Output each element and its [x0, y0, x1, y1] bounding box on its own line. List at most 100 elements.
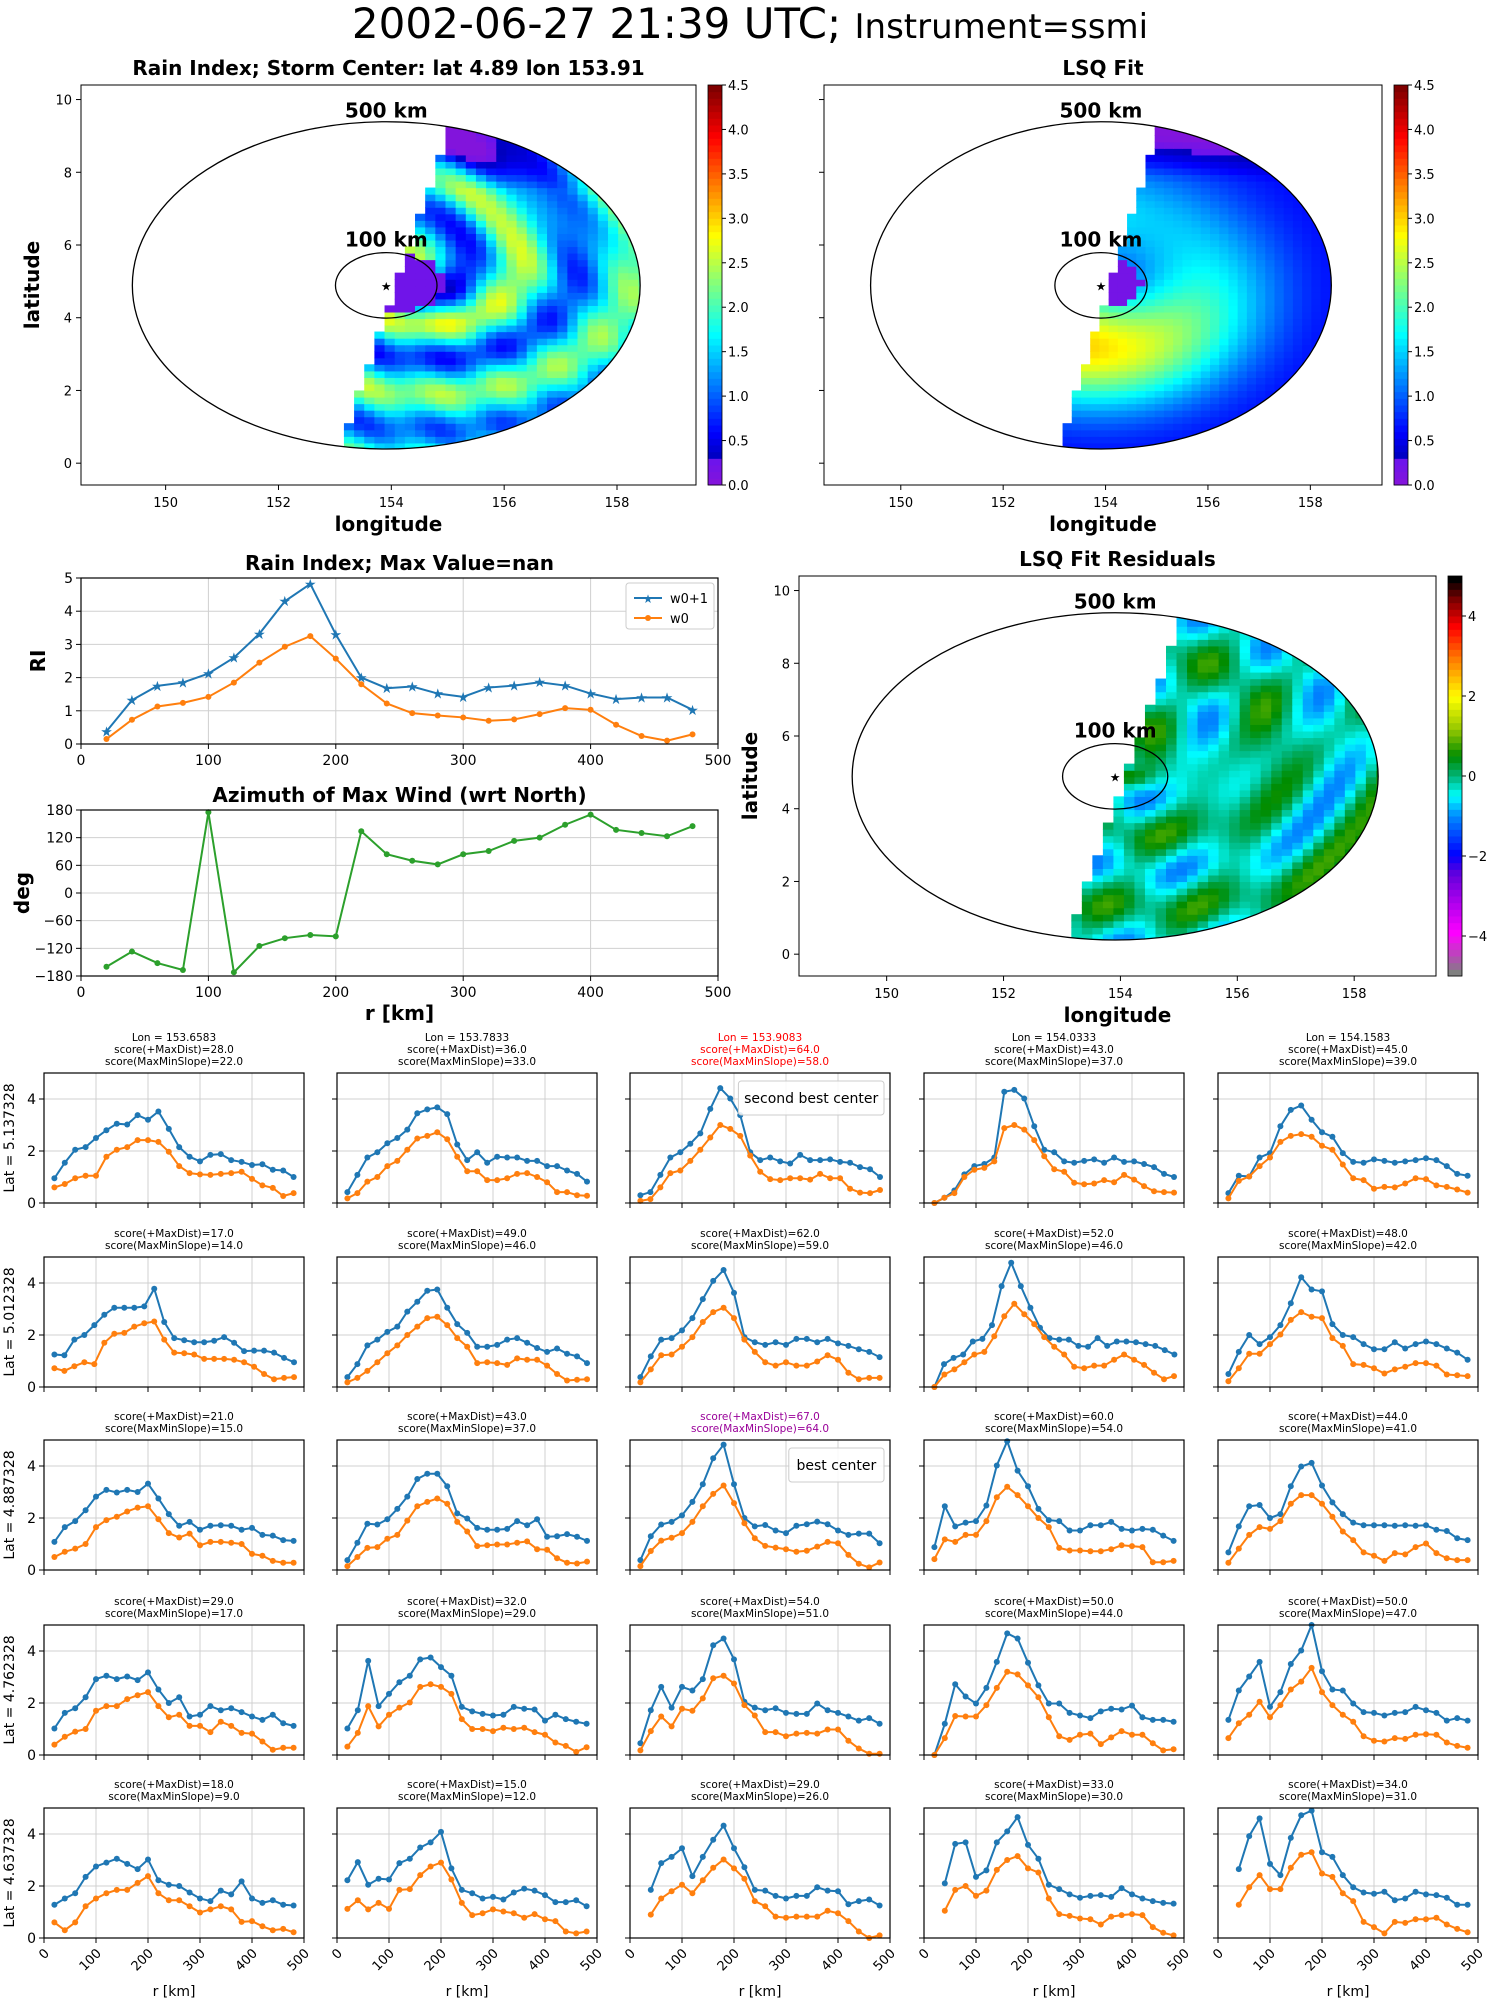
swath-pixel — [1209, 141, 1220, 149]
swath-pixel — [1344, 763, 1356, 771]
swath-pixel — [1136, 344, 1147, 352]
colorbar-segment — [708, 305, 722, 313]
swath-pixel — [1208, 881, 1220, 889]
colorbar-segment — [708, 391, 722, 399]
swath-pixel — [1163, 259, 1174, 267]
swath-pixel — [1163, 266, 1174, 274]
swath-pixel — [1344, 802, 1356, 811]
swath-pixel — [1182, 390, 1193, 398]
swath-pixel — [1173, 141, 1183, 149]
swath-pixel — [1271, 868, 1283, 876]
swath-pixel — [415, 397, 426, 405]
swath-pixel — [536, 292, 548, 300]
swath-pixel — [587, 220, 599, 228]
w0-point — [1171, 1189, 1178, 1196]
swath-pixel — [1334, 724, 1346, 732]
w0p1-point — [1454, 1170, 1461, 1177]
w0p1-point — [1308, 1116, 1315, 1123]
ring-label-100km: 100 km — [345, 228, 428, 252]
swath-pixel — [404, 416, 416, 424]
swath-pixel — [1127, 226, 1137, 234]
colorbar-segment — [1394, 331, 1408, 339]
swath-pixel — [618, 311, 629, 320]
swath-pixel — [425, 187, 436, 195]
colorbar-segment — [1448, 889, 1462, 897]
swath-pixel — [475, 351, 487, 359]
w0p1-point — [544, 1163, 551, 1170]
swath-pixel — [1260, 665, 1272, 673]
colorbar-segment — [1448, 702, 1462, 710]
swath-pixel — [526, 298, 538, 306]
swath-pixel — [455, 318, 467, 326]
swath-pixel — [506, 207, 518, 215]
w0p1-point — [857, 1164, 864, 1171]
swath-pixel — [1187, 901, 1199, 909]
swath-pixel — [506, 292, 518, 300]
swath-pixel — [1246, 207, 1257, 215]
swath-pixel — [364, 429, 375, 437]
y-axis-label: latitude — [20, 241, 44, 329]
swath-pixel — [1237, 292, 1248, 300]
swath-pixel — [496, 318, 508, 326]
swath-pixel — [425, 390, 436, 398]
panel-score-maxminslope: score(MaxMinSlope)=39.0 — [1279, 1056, 1417, 1068]
swath-pixel — [1218, 796, 1230, 804]
swath-pixel — [1323, 809, 1335, 817]
swath-pixel — [1219, 174, 1230, 182]
swath-pixel — [1209, 174, 1220, 182]
swath-pixel — [1292, 711, 1304, 719]
swath-pixel — [1187, 698, 1199, 706]
colorbar-segment — [708, 318, 722, 326]
swath-pixel — [1311, 233, 1322, 241]
swath-pixel — [1123, 868, 1136, 876]
swath-pixel — [1271, 763, 1283, 771]
azimuth-point — [256, 943, 263, 950]
swath-pixel — [1145, 272, 1156, 280]
swath-pixel — [1136, 331, 1147, 339]
colorbar-segment — [1448, 629, 1462, 637]
swath-pixel — [1166, 848, 1178, 856]
swath-pixel — [1134, 763, 1146, 771]
swath-pixel — [465, 305, 477, 313]
swath-pixel — [1144, 894, 1157, 902]
swath-pixel — [1191, 187, 1202, 195]
swath-pixel — [1228, 253, 1239, 261]
swath-pixel — [1228, 220, 1239, 228]
swath-pixel — [394, 351, 406, 359]
colorbar-segment — [1394, 185, 1408, 193]
swath-pixel — [1218, 717, 1230, 725]
swath-pixel — [1292, 783, 1304, 791]
swath-pixel — [1108, 442, 1119, 450]
swath-pixel — [1256, 390, 1266, 398]
swath-pixel — [445, 187, 457, 195]
w0p1-point — [717, 1085, 724, 1092]
swath-pixel — [1127, 325, 1137, 333]
swath-pixel — [445, 246, 457, 254]
swath-pixel — [435, 259, 447, 267]
swath-pixel — [1292, 233, 1303, 241]
swath-pixel — [394, 397, 406, 405]
swath-pixel — [567, 364, 579, 372]
swath-pixel — [1365, 802, 1377, 811]
azimuth-point — [587, 811, 594, 818]
swath-pixel — [1136, 305, 1147, 313]
w0p1-point — [464, 1157, 471, 1164]
swath-pixel — [1237, 226, 1248, 234]
swath-pixel — [1219, 325, 1230, 333]
swath-pixel — [1274, 351, 1285, 359]
swath-pixel — [1219, 239, 1230, 248]
swath-pixel — [455, 338, 467, 346]
swath-pixel — [1229, 685, 1241, 693]
swath-pixel — [526, 220, 538, 228]
swath-pixel — [1166, 809, 1178, 817]
swath-pixel — [1191, 266, 1202, 274]
swath-pixel — [1113, 861, 1125, 869]
swath-pixel — [1182, 397, 1193, 405]
swath-pixel — [435, 187, 447, 195]
swath-pixel — [445, 259, 457, 267]
swath-pixel — [1166, 776, 1178, 784]
swath-pixel — [506, 226, 518, 234]
swath-pixel — [1102, 894, 1115, 902]
swath-pixel — [1173, 200, 1183, 208]
swath-pixel — [1209, 305, 1220, 313]
